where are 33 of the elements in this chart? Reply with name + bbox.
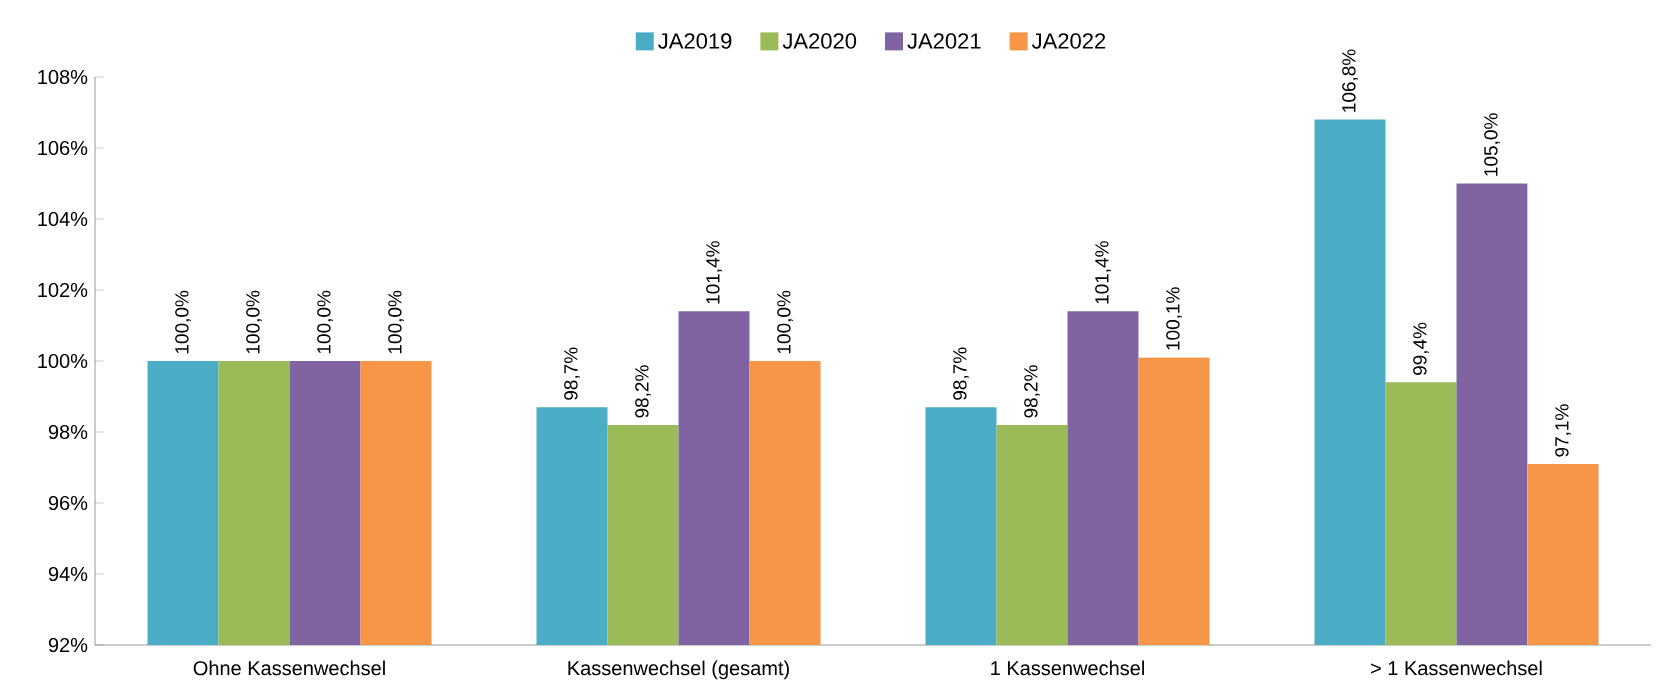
x-tick-label: > 1 Kassenwechsel (1371, 660, 1542, 676)
data-label: 100,0% (388, 290, 404, 354)
y-tick-label: 96% (48, 495, 88, 511)
legend-label: JA2022 (1031, 33, 1106, 49)
data-label: 98,2% (1024, 365, 1040, 418)
y-tick-label: 108% (38, 69, 88, 85)
data-label: 105,0% (1484, 113, 1500, 176)
data-label: 100,0% (246, 290, 262, 354)
data-label: 100,1% (1166, 287, 1182, 350)
y-tick-label: 94% (48, 566, 88, 582)
data-label: 101,4% (1095, 241, 1111, 304)
data-label: 100,0% (777, 290, 793, 354)
x-tick-label: Kassenwechsel (gesamt) (568, 660, 789, 680)
y-tick-label: 100% (38, 353, 88, 369)
y-tick-label: 92% (48, 637, 88, 653)
data-label: 100,0% (175, 290, 191, 354)
data-label: 99,4% (1413, 322, 1429, 376)
data-label: 101,4% (706, 241, 722, 304)
data-label: 98,7% (564, 347, 580, 400)
legend-label: JA2019 (658, 33, 732, 49)
y-tick-label: 104% (38, 211, 88, 227)
x-tick-label: 1 Kassenwechsel (991, 660, 1144, 676)
y-tick-label: 98% (48, 424, 88, 440)
data-label: 98,7% (953, 347, 969, 400)
y-tick-label: 102% (38, 282, 88, 298)
data-label: 106,8% (1342, 49, 1358, 112)
data-label: 98,2% (635, 365, 651, 418)
data-label: 100,0% (317, 290, 333, 354)
x-tick-label: Ohne Kassenwechsel (193, 660, 385, 676)
data-label: 97,1% (1555, 404, 1571, 457)
legend-label: JA2021 (907, 33, 981, 49)
y-tick-label: 106% (38, 140, 88, 156)
legend-label: JA2020 (782, 33, 857, 49)
